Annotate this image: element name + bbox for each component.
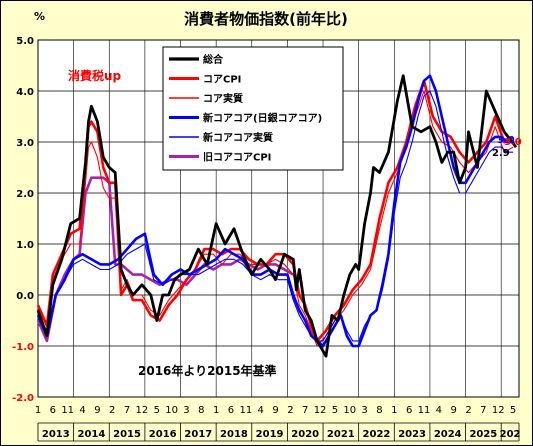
series-line-2 bbox=[37, 90, 514, 347]
legend-entry: 旧コアコアCPI bbox=[203, 152, 271, 164]
x-month-tick-label: 11 bbox=[61, 405, 74, 416]
legend-entry: コア実質 bbox=[203, 92, 243, 105]
x-month-tick-label: 5 bbox=[510, 405, 516, 416]
x-month-tick-label: 5 bbox=[154, 405, 160, 416]
annotation-base-year: 2016年より2015年基準 bbox=[138, 363, 277, 378]
x-year-label: 2014 bbox=[78, 429, 106, 440]
x-month-tick-label: 2 bbox=[109, 405, 115, 416]
x-year-label: 2024 bbox=[434, 429, 462, 440]
x-month-tick-label: 9 bbox=[94, 405, 100, 416]
x-month-tick-label: 2 bbox=[465, 405, 471, 416]
x-month-tick-label: 4 bbox=[436, 405, 442, 416]
x-month-tick-label: 9 bbox=[272, 405, 278, 416]
end-value-label: 2.9 bbox=[492, 148, 510, 159]
x-month-tick-label: 7 bbox=[302, 405, 308, 416]
x-year-label: 2025 bbox=[469, 429, 497, 440]
x-month-tick-label: 3 bbox=[183, 405, 189, 416]
x-year-label: 2023 bbox=[398, 429, 426, 440]
y-tick-label: 4.0 bbox=[16, 87, 34, 98]
legend-entry: コアCPI bbox=[203, 74, 241, 86]
x-month-tick-label: 11 bbox=[418, 405, 431, 416]
x-month-tick-label: 2 bbox=[287, 405, 293, 416]
x-year-label: 2016 bbox=[149, 429, 177, 440]
y-tick-label: -1.0 bbox=[12, 342, 34, 353]
x-month-tick-label: 12 bbox=[492, 405, 505, 416]
x-month-tick-label: 1 bbox=[391, 405, 397, 416]
x-month-tick-label: 8 bbox=[198, 405, 204, 416]
chart-title: 消費者物価指数(前年比) bbox=[184, 10, 348, 28]
legend-box bbox=[162, 46, 344, 171]
end-value-label: 3.0 bbox=[504, 137, 522, 148]
x-year-label: 2022 bbox=[363, 429, 391, 440]
x-month-tick-label: 10 bbox=[343, 405, 356, 416]
x-year-label: 2020 bbox=[291, 429, 319, 440]
y-tick-label: -2.0 bbox=[12, 393, 34, 404]
x-year-label: 2021 bbox=[327, 429, 355, 440]
x-month-tick-label: 4 bbox=[79, 405, 85, 416]
x-month-tick-label: 11 bbox=[239, 405, 252, 416]
y-tick-label: 1.0 bbox=[16, 240, 34, 251]
x-month-tick-label: 10 bbox=[165, 405, 178, 416]
series-line-0 bbox=[36, 74, 518, 358]
x-month-tick-label: 9 bbox=[450, 405, 456, 416]
y-tick-label: 3.0 bbox=[16, 138, 34, 149]
x-month-tick-label: 7 bbox=[124, 405, 130, 416]
x-year-label: 2015 bbox=[113, 429, 141, 440]
x-month-tick-label: 1 bbox=[213, 405, 219, 416]
x-month-tick-label: 7 bbox=[480, 405, 486, 416]
x-month-tick-label: 12 bbox=[314, 405, 327, 416]
x-month-tick-label: 6 bbox=[406, 405, 412, 416]
x-month-tick-label: 5 bbox=[332, 405, 338, 416]
x-month-tick-label: 6 bbox=[50, 405, 56, 416]
x-month-tick-label: 8 bbox=[376, 405, 382, 416]
y-axis-unit: % bbox=[34, 10, 45, 23]
legend-entry: 総合 bbox=[203, 53, 224, 66]
x-year-label: 2013 bbox=[42, 429, 70, 440]
x-month-tick-label: 6 bbox=[228, 405, 234, 416]
x-year-label: 202 bbox=[500, 429, 521, 440]
x-year-label: 2019 bbox=[256, 429, 284, 440]
x-month-tick-label: 4 bbox=[257, 405, 263, 416]
annotation-tax-up: 消費税up bbox=[68, 68, 122, 83]
x-year-label: 2017 bbox=[184, 429, 212, 440]
y-tick-label: 5.0 bbox=[16, 36, 34, 47]
x-year-label: 2018 bbox=[220, 429, 248, 440]
x-month-tick-label: 1 bbox=[35, 405, 41, 416]
y-tick-label: 0.0 bbox=[16, 291, 34, 302]
end-value-label: 3.0 bbox=[497, 135, 515, 146]
legend-entry: 新コアコア実質 bbox=[203, 131, 273, 144]
x-month-tick-label: 12 bbox=[136, 405, 149, 416]
y-tick-label: 2.0 bbox=[16, 189, 34, 200]
legend-entry: 新コアコア(日銀コアコア) bbox=[203, 112, 322, 125]
x-month-tick-label: 3 bbox=[361, 405, 367, 416]
